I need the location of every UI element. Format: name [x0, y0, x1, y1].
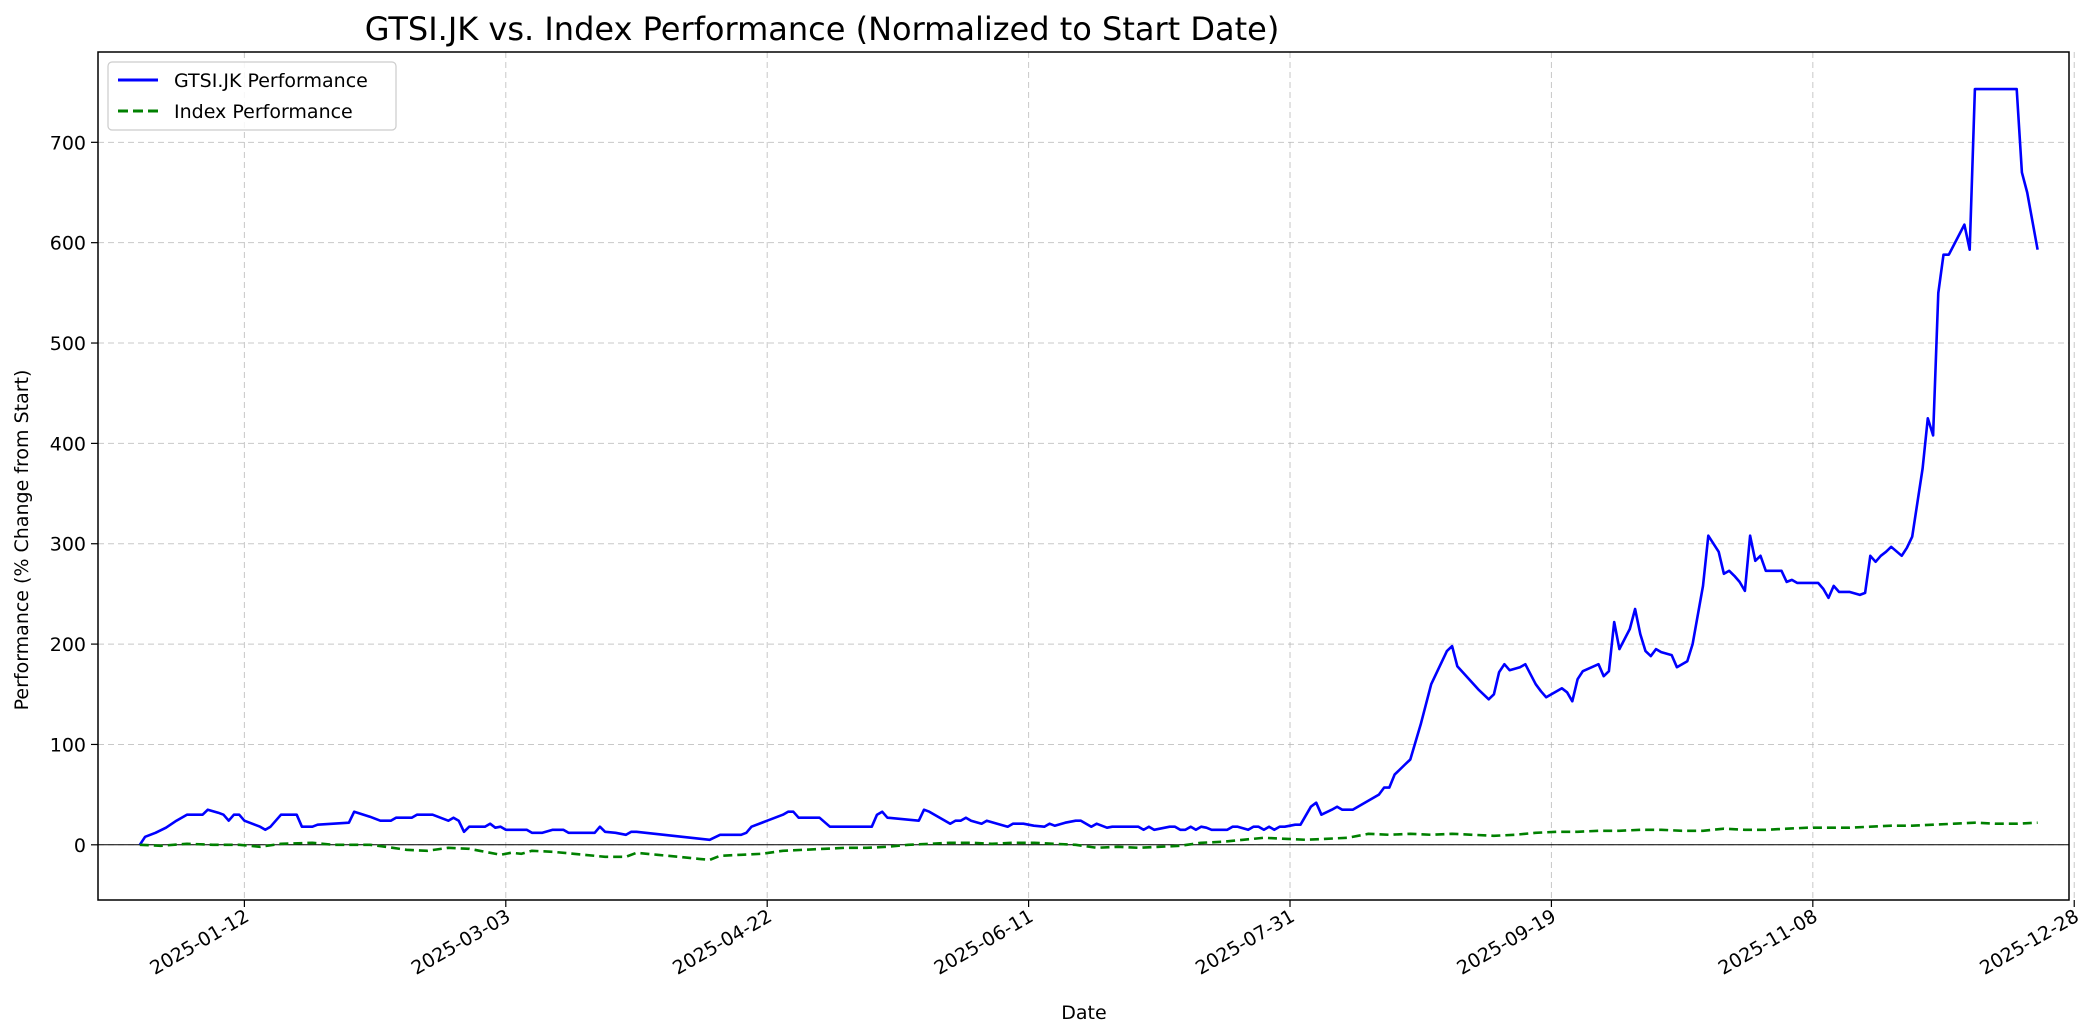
- y-tick-label: 200: [50, 634, 86, 656]
- x-tick-label: 2025-03-03: [408, 905, 515, 979]
- x-tick-label: 2025-06-11: [930, 905, 1037, 979]
- x-tick-label: 2025-01-12: [146, 905, 253, 979]
- legend-gtsi-label: GTSI.JK Performance: [174, 70, 368, 92]
- x-tick-label: 2025-07-31: [1192, 905, 1299, 979]
- x-axis-label: Date: [1061, 1002, 1106, 1024]
- y-tick-label: 300: [50, 534, 86, 556]
- x-tick-label: 2025-09-19: [1453, 905, 1560, 979]
- y-tick-label: 700: [50, 132, 86, 154]
- x-axis-ticks: 2025-01-12 2025-03-03 2025-04-22 2025-06-11…: [146, 900, 2083, 980]
- y-tick-label: 400: [50, 433, 86, 455]
- y-tick-label: 500: [50, 333, 86, 355]
- x-tick-label: 2025-12-28: [1976, 905, 2083, 979]
- y-tick-label: 600: [50, 233, 86, 255]
- y-axis-label: Performance (% Change from Start): [11, 370, 33, 711]
- series-layer: [138, 87, 2039, 862]
- legend-index-label: Index Performance: [174, 101, 353, 123]
- x-tick-label: 2025-04-22: [669, 905, 776, 979]
- x-tick-label: 2025-11-08: [1715, 905, 1822, 979]
- legend: GTSI.JK Performance Index Performance: [107, 61, 397, 131]
- y-axis-ticks: 0 100 200 300 400 500 600 700: [50, 132, 98, 857]
- gtsi-performance-line: [138, 87, 2039, 846]
- legend-box: [107, 61, 397, 131]
- grid-lines: [98, 52, 2075, 900]
- y-tick-label: 0: [74, 835, 86, 857]
- chart-title: GTSI.JK vs. Index Performance (Normalize…: [365, 10, 1280, 48]
- plot-area-frame: [97, 51, 2070, 901]
- y-tick-label: 100: [50, 734, 86, 756]
- index-performance-line: [139, 821, 2038, 862]
